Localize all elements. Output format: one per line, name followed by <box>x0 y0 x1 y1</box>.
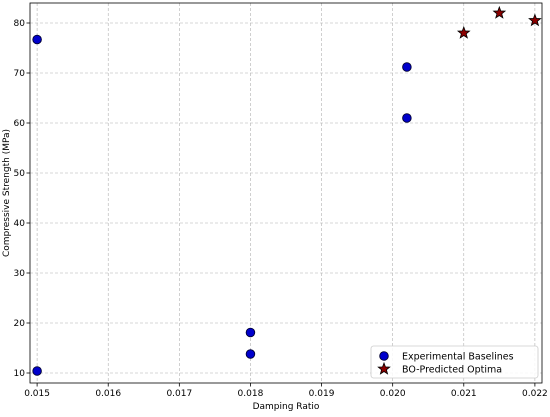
optimum-star-point <box>528 13 542 27</box>
baseline-circle-point <box>32 366 42 376</box>
optimum-star-point <box>456 25 471 39</box>
baseline-circle-point <box>32 34 42 45</box>
optimum-star-point <box>492 5 507 19</box>
tick-layer: 0.015 0.016 0.017 0.018 0.019 0.020 0.021 0.022… <box>14 19 548 399</box>
x-tick-label: 0.017 <box>166 389 192 399</box>
baseline-circle-point <box>245 349 256 359</box>
baseline-circle-point <box>402 113 412 123</box>
y-tick-label: 30 <box>14 269 26 279</box>
legend-marker <box>377 361 391 375</box>
baseline-circle-point <box>245 327 256 338</box>
x-tick-label: 0.019 <box>309 389 335 399</box>
legend: Experimental Baselines BO-Predicted Optim… <box>370 345 539 379</box>
x-axis-label: Damping Ratio <box>253 402 320 412</box>
x-tick-label: 0.020 <box>380 389 406 399</box>
grid-layer <box>30 3 542 383</box>
legend-marker <box>379 351 389 361</box>
marks-layer <box>32 5 542 376</box>
x-tick-label: 0.016 <box>95 389 121 399</box>
y-tick-label: 60 <box>14 119 26 129</box>
legend-label: BO-Predicted Optima <box>402 365 502 376</box>
x-tick-label: 0.018 <box>238 389 264 399</box>
y-tick-label: 40 <box>14 219 26 229</box>
legend-label: Experimental Baselines <box>402 352 514 363</box>
y-axis-label: Compressive Strength (MPa) <box>2 129 12 257</box>
legend-box <box>370 345 539 379</box>
x-tick-label: 0.015 <box>24 389 50 399</box>
x-tick-label: 0.021 <box>451 389 477 399</box>
plot-frame <box>29 2 543 384</box>
y-tick-label: 10 <box>14 369 26 379</box>
x-tick-label: 0.022 <box>522 389 548 399</box>
baseline-circle-point <box>402 62 412 72</box>
y-tick-label: 70 <box>14 69 26 79</box>
y-tick-label: 80 <box>14 19 26 29</box>
y-tick-label: 50 <box>14 169 26 179</box>
y-tick-label: 20 <box>14 319 26 329</box>
